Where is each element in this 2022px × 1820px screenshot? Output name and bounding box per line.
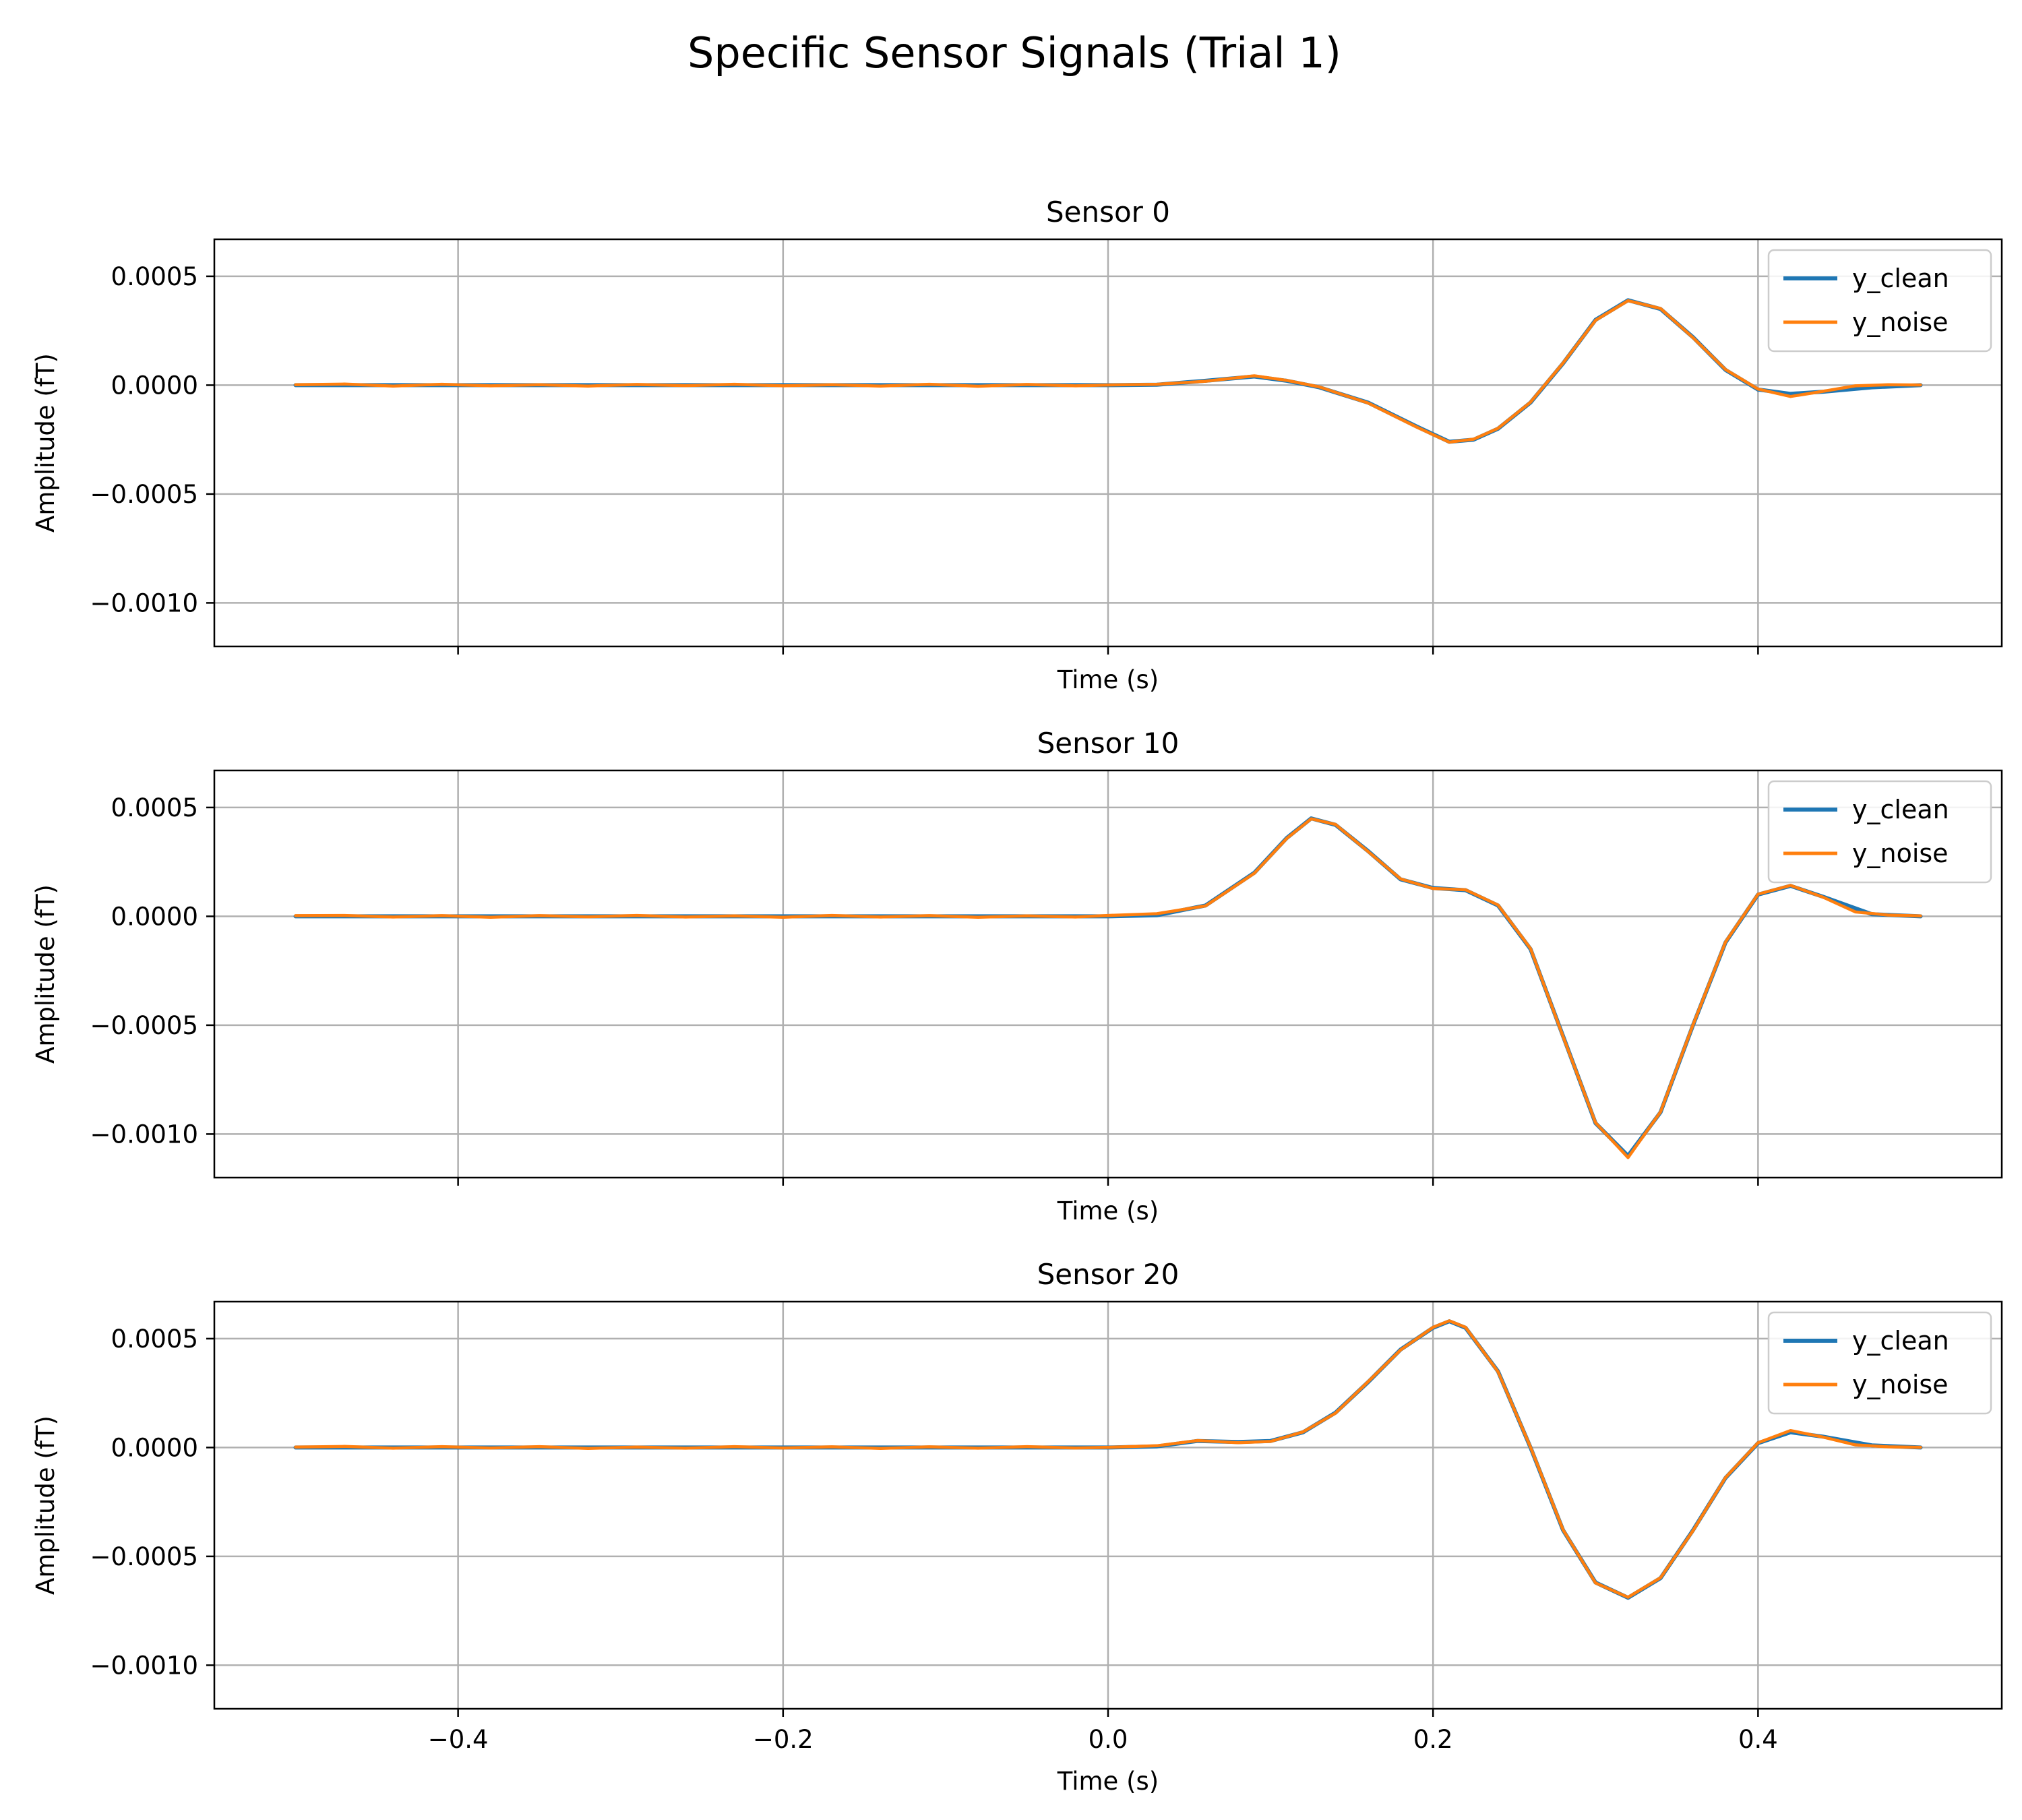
y-axis-label: Amplitude (fT)	[31, 884, 60, 1064]
figure-title: Specific Sensor Signals (Trial 1)	[687, 28, 1341, 78]
y-tick-label: 0.0000	[111, 1433, 198, 1462]
subplot-title: Sensor 20	[1037, 1258, 1180, 1291]
subplot-title: Sensor 10	[1037, 727, 1180, 760]
legend: y_clean y_noise	[1767, 249, 1992, 353]
x-axis-label: Time (s)	[1057, 1196, 1159, 1225]
y-tick-label: 0.0000	[111, 371, 198, 400]
subplot-0: Sensor 0 0.0005 0.0000 −0.0005 −0.0010 Time (…	[31, 195, 2003, 694]
legend-label: y_noise	[1852, 307, 1949, 337]
y-tick-label: −0.0005	[90, 1011, 198, 1040]
x-axis-label: Time (s)	[1057, 665, 1159, 694]
legend: y_clean y_noise	[1767, 780, 1992, 884]
y-tick-label: 0.0005	[111, 1325, 198, 1354]
y-axis-label: Amplitude (fT)	[31, 353, 60, 533]
x-tick-label: −0.4	[428, 1725, 489, 1754]
legend-label: y_noise	[1852, 1370, 1949, 1399]
y-axis-label: Amplitude (fT)	[31, 1416, 60, 1595]
series-line-y-noise	[294, 299, 1922, 444]
legend-label: y_clean	[1852, 795, 1949, 824]
x-tick-label: 0.0	[1089, 1725, 1128, 1754]
subplot-title: Sensor 0	[1046, 195, 1170, 229]
series-line-y-noise	[294, 1319, 1922, 1599]
subplot-2: Sensor 20 0.0005 0.0000 −0.0005 −0.0010 −0.4 −…	[31, 1258, 2003, 1796]
x-axis-label: Time (s)	[1057, 1767, 1159, 1796]
y-tick-label: −0.0005	[90, 1542, 198, 1571]
y-tick-label: −0.0010	[90, 1651, 198, 1680]
y-tick-label: 0.0005	[111, 262, 198, 291]
legend-box	[1767, 1311, 1992, 1415]
legend-label: y_clean	[1852, 264, 1949, 293]
x-tick-label: 0.4	[1738, 1725, 1778, 1754]
legend-label: y_noise	[1852, 839, 1949, 868]
y-tick-label: 0.0005	[111, 793, 198, 822]
x-tick-label: 0.2	[1413, 1725, 1453, 1754]
series-line-y-noise	[294, 817, 1922, 1159]
legend-box	[1767, 780, 1992, 884]
y-tick-label: 0.0000	[111, 902, 198, 931]
subplots: Sensor 0 0.0005 0.0000 −0.0005 −0.0010 Time (…	[31, 195, 2003, 1796]
y-tick-label: −0.0010	[90, 1120, 198, 1149]
legend-label: y_clean	[1852, 1326, 1949, 1356]
y-tick-label: −0.0005	[90, 480, 198, 509]
y-tick-label: −0.0010	[90, 588, 198, 617]
subplot-1: Sensor 10 0.0005 0.0000 −0.0005 −0.0010 Time …	[31, 727, 2003, 1225]
legend: y_clean y_noise	[1767, 1311, 1992, 1415]
legend-box	[1767, 249, 1992, 353]
x-tick-label: −0.2	[753, 1725, 814, 1754]
